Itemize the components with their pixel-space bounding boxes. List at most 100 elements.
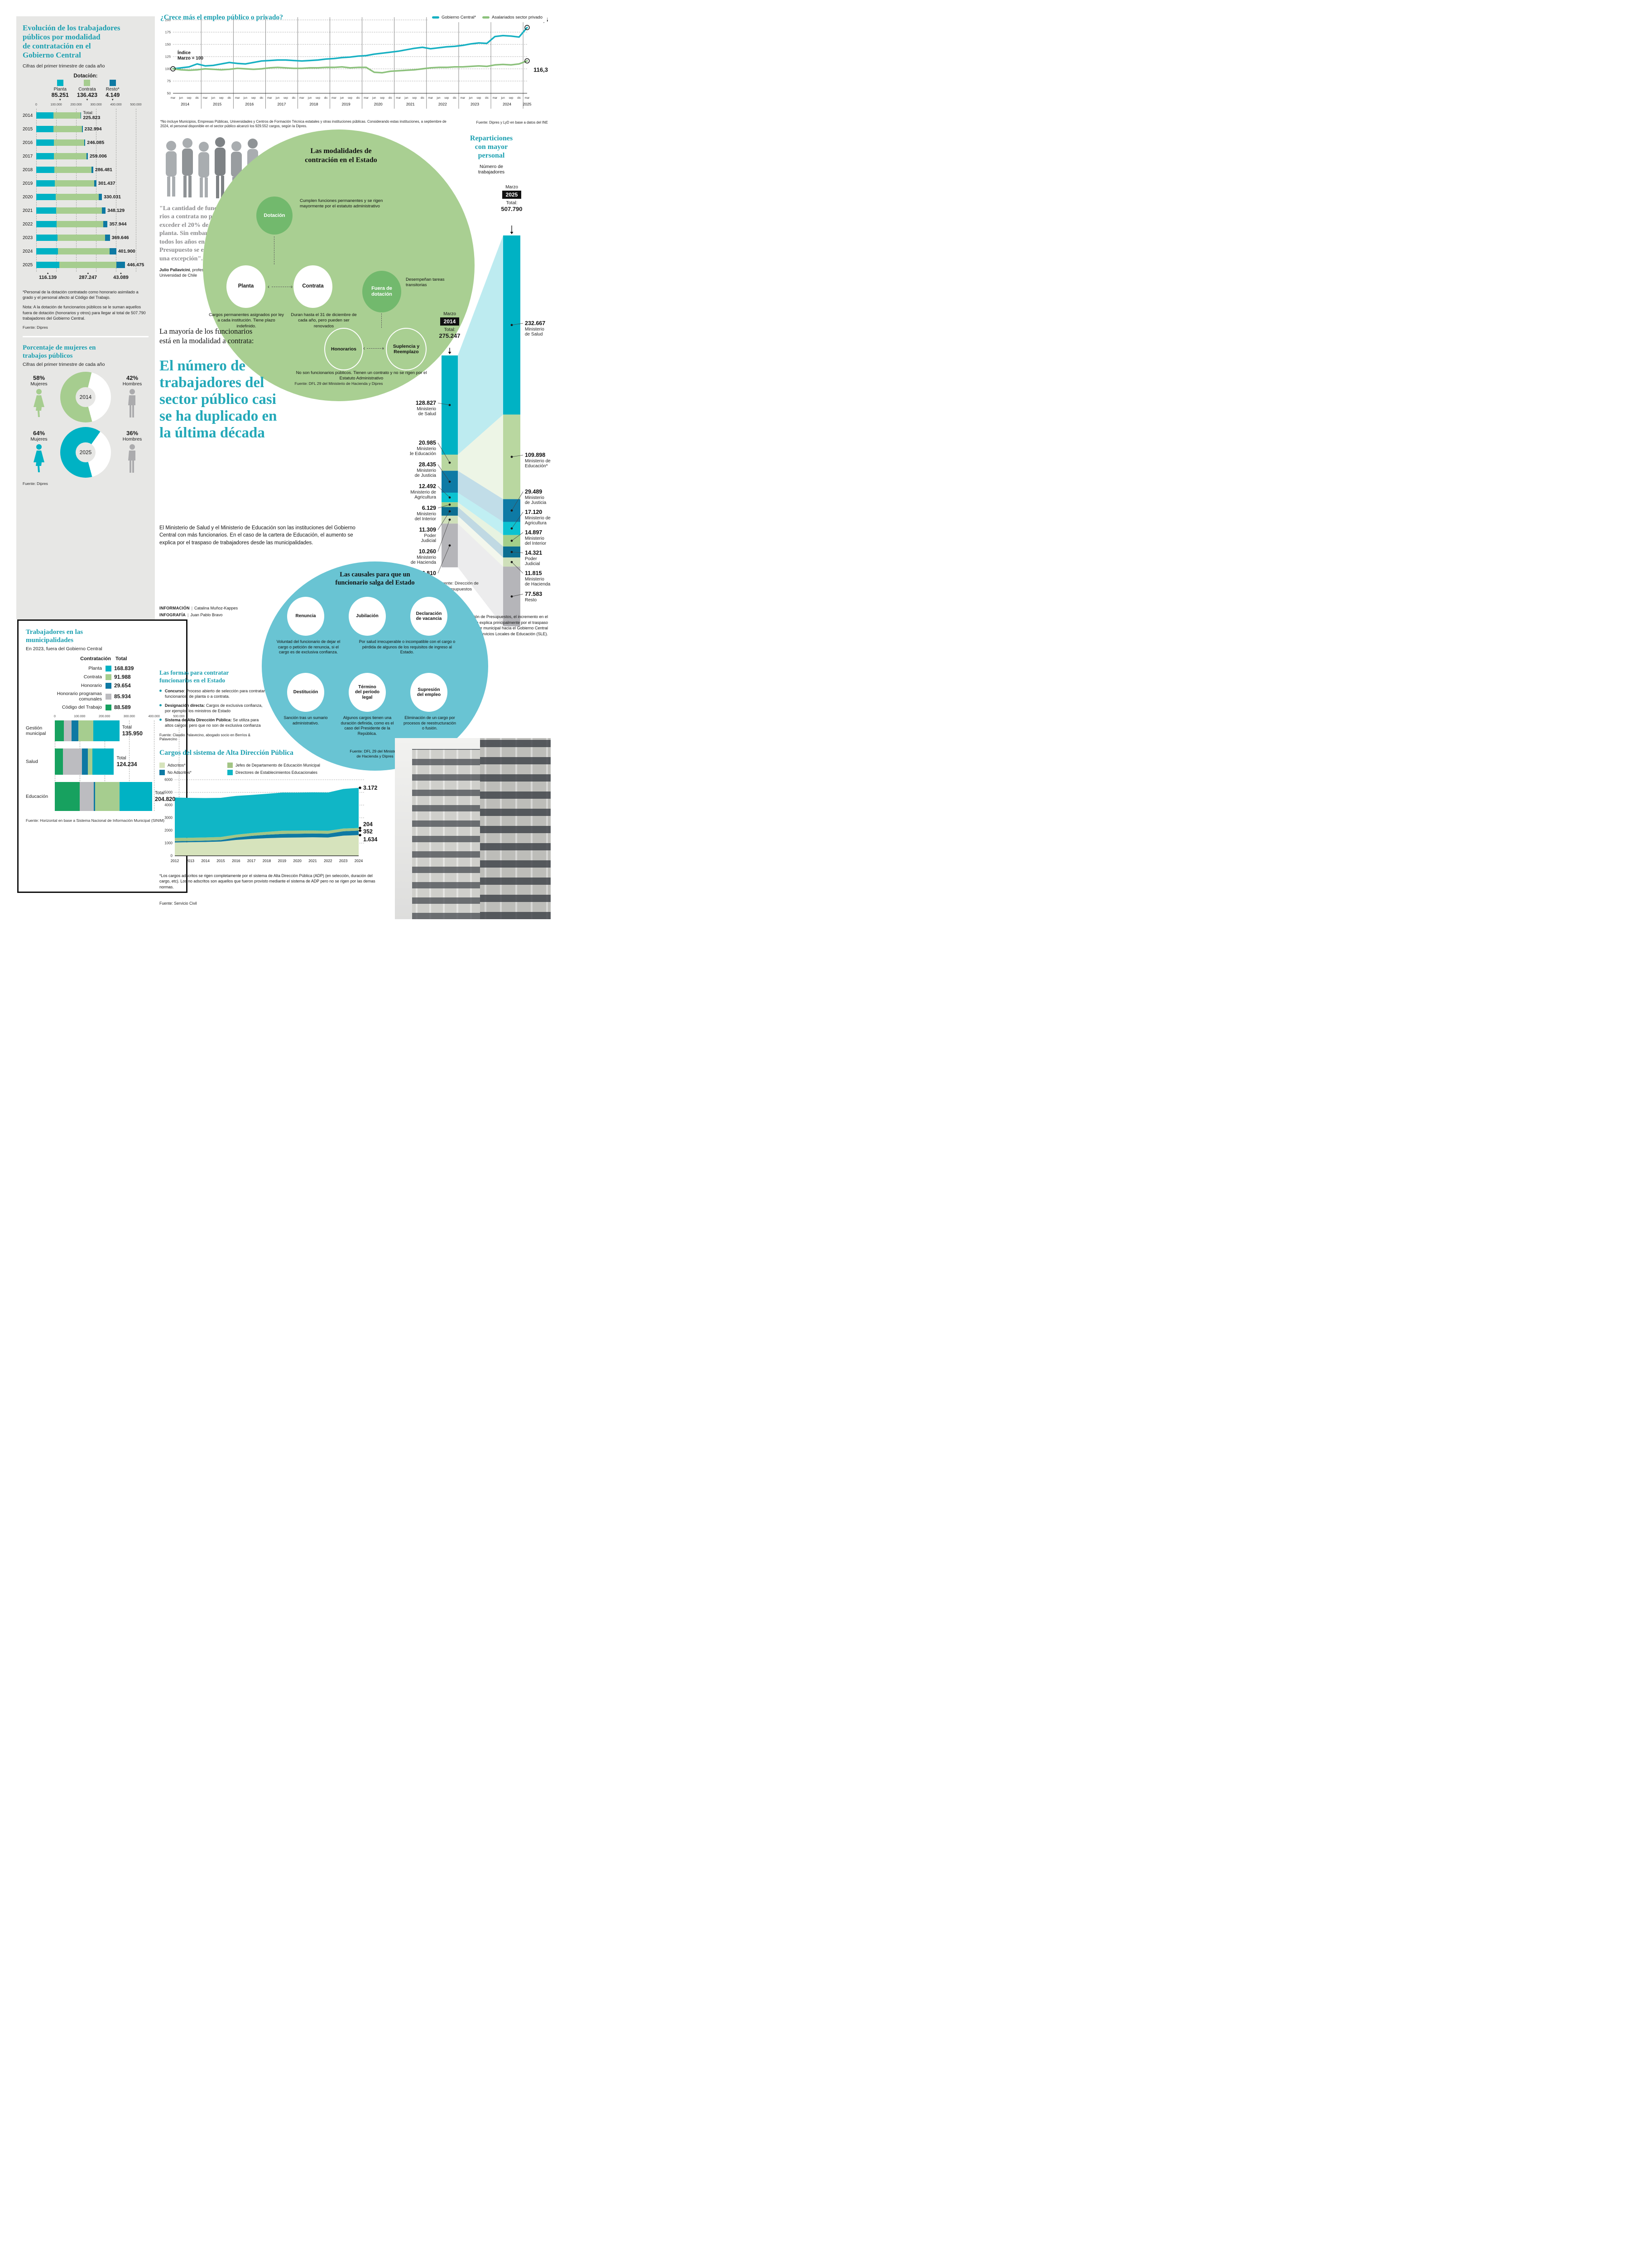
termino-circle: Término del período legal xyxy=(349,673,386,712)
svg-text:dic: dic xyxy=(260,96,264,100)
formas-bullet: Designación directa: Cargos de exclusiva… xyxy=(159,703,266,714)
employment-chart-panel: ¿Crece más el empleo público o privado? … xyxy=(159,13,550,134)
reparticiones-source: Fuente: Dirección de Presupuestos xyxy=(439,581,479,592)
legend-item-contrata: Contrata 136.423 ▼ xyxy=(77,80,97,101)
credits: INFORMACIÓN | Catalina Muñoz-Kappes INFOGR… xyxy=(159,606,341,619)
honorarios-circle: Honorarios xyxy=(324,328,363,370)
formas-list: Concurso: Proceso abierto de selección p… xyxy=(159,688,266,729)
planta-swatch xyxy=(57,80,63,86)
svg-text:2024: 2024 xyxy=(355,859,363,863)
svg-text:75: 75 xyxy=(167,79,171,83)
svg-text:2018: 2018 xyxy=(310,102,318,106)
men-2025: 36% Hombres xyxy=(116,430,149,475)
svg-text:Marzo = 100: Marzo = 100 xyxy=(178,56,203,61)
svg-text:dic: dic xyxy=(195,96,199,100)
svg-text:175: 175 xyxy=(165,30,171,34)
adp-area-chart: 0 1000 2000 3000 4000 5000 6000 2012 2013 2014 201… xyxy=(164,778,377,863)
planta-desc: Cargos permanentes asignados por ley a c… xyxy=(209,312,284,329)
svg-text:Judicial: Judicial xyxy=(421,538,436,543)
svg-text:mar: mar xyxy=(267,96,272,100)
svg-text:14.897: 14.897 xyxy=(525,529,542,536)
legend-jefes: Jefes de Departamento de Educación Munic… xyxy=(227,763,386,768)
municipal-table-row: Código del Trabajo 88.589 xyxy=(62,704,131,711)
svg-text:2021: 2021 xyxy=(308,859,317,863)
donut-2014-year: 2014 xyxy=(76,387,96,407)
gridline xyxy=(76,109,77,272)
municipal-table-row: Honorario programas comunales 85.934 xyxy=(57,691,131,702)
svg-text:jun: jun xyxy=(468,96,473,100)
adp-title: Cargos del sistema de Alta Dirección Púb… xyxy=(159,749,293,757)
lede-paragraph: El Ministerio de Salud y el Ministerio d… xyxy=(159,525,355,546)
svg-text:2014: 2014 xyxy=(201,859,210,863)
evolution-bar-2022: 2022 357.944 xyxy=(23,221,127,228)
svg-text:dic: dic xyxy=(227,96,231,100)
municipal-bar-1: Gestión municipal Total 135.950 xyxy=(26,720,179,742)
svg-text:Ministerio: Ministerio xyxy=(525,327,544,332)
infographic-page: Evolución de los trabajadores públicos p… xyxy=(0,0,551,922)
evolution-bar-2017: 2017 259.006 xyxy=(23,153,107,160)
legend-sector-privado: Asalariados sector privado xyxy=(482,15,543,20)
renuncia-desc: Voluntad del funcionario de dejar el car… xyxy=(276,639,341,655)
svg-text:2025: 2025 xyxy=(523,102,532,106)
employment-footnote: *No incluye Municipios, Empresas Pública… xyxy=(160,120,447,129)
legend-item-planta: Planta 85.251 ▼ xyxy=(52,80,69,101)
municipal-axis: 0 100.000 200.000 300.000 400.000 500.000 xyxy=(54,715,185,719)
svg-text:1.634: 1.634 xyxy=(363,836,377,843)
chevron-left-icon: ‹ xyxy=(268,283,269,290)
dashed-connector xyxy=(381,313,382,328)
municipal-table-row: Honorario 29.654 xyxy=(81,682,131,689)
year-badge-2025: 2025 xyxy=(502,191,522,199)
suplencia-circle: Suplencia y Reemplazo xyxy=(386,328,427,370)
svg-text:2019: 2019 xyxy=(278,859,287,863)
municipal-subtitle: En 2023, fuera del Gobierno Central xyxy=(26,646,102,652)
svg-text:mar: mar xyxy=(396,96,401,100)
municipal-bar-3: Educación Total 204.820 xyxy=(26,782,179,811)
svg-text:150: 150 xyxy=(165,43,171,47)
svg-text:dic: dic xyxy=(292,96,296,100)
svg-text:2020: 2020 xyxy=(293,859,302,863)
evolution-footnote1: *Personal de la dotación contratado como… xyxy=(23,290,139,300)
svg-text:mar: mar xyxy=(493,96,498,100)
svg-text:2021: 2021 xyxy=(406,102,415,106)
dotacion-circle: Dotación xyxy=(256,197,293,235)
svg-text:2022: 2022 xyxy=(324,859,332,863)
svg-text:sep: sep xyxy=(251,96,256,100)
svg-text:204: 204 xyxy=(363,821,373,828)
svg-text:Ministerio de: Ministerio de xyxy=(525,459,551,464)
evolution-axis: 0 100.000 200.000 300.000 400.000 500.000 xyxy=(35,103,142,107)
svg-text:del Interior: del Interior xyxy=(525,541,547,546)
svg-text:mar: mar xyxy=(428,96,433,100)
svg-text:Resto: Resto xyxy=(525,598,537,603)
evolution-bars: 2014 Total: 225.823 2015 232.994 2016 246.085 2… xyxy=(23,109,149,272)
svg-text:3.172: 3.172 xyxy=(363,785,377,791)
municipal-table: Planta 168.839 Contrata 91.988 Honorario 29.6… xyxy=(26,665,179,710)
dotacion-legend: Planta 85.251 ▼ Contrata 136.423 ▼ Resto… xyxy=(23,80,149,101)
svg-text:125: 125 xyxy=(165,55,171,59)
svg-text:77.583: 77.583 xyxy=(525,591,542,597)
svg-text:128.827: 128.827 xyxy=(416,400,436,406)
svg-text:2023: 2023 xyxy=(339,859,348,863)
svg-text:14.321: 14.321 xyxy=(525,550,542,556)
women-source: Fuente: Dipres xyxy=(23,481,48,486)
men-2025-label: Hombres xyxy=(122,436,142,442)
svg-text:sep: sep xyxy=(187,96,192,100)
svg-text:2023: 2023 xyxy=(471,102,479,106)
svg-text:100: 100 xyxy=(165,67,171,71)
women-2025-pct: 64% xyxy=(33,429,45,436)
evolution-bar-2014: 2014 Total: 225.823 xyxy=(23,110,101,120)
planta-label: Planta xyxy=(53,87,67,92)
svg-text:2024: 2024 xyxy=(503,102,511,106)
svg-text:Agricultura: Agricultura xyxy=(525,521,547,526)
modalidades-source: Fuente: DFL 29 del Ministerio de Haciend… xyxy=(294,381,383,386)
women-2025-label: Mujeres xyxy=(30,436,48,442)
woman-icon xyxy=(34,444,44,472)
svg-text:Poder: Poder xyxy=(424,533,436,538)
women-section: Porcentaje de mujeres en trabajos públic… xyxy=(23,344,149,486)
svg-text:dic: dic xyxy=(517,96,521,100)
legend-directores: Directores de Establecimientos Educacion… xyxy=(227,770,386,775)
resto-label: Resto* xyxy=(106,87,120,92)
municipal-bars: Gestión municipal Total 135.950 Salud Total 1… xyxy=(26,720,179,811)
svg-text:50: 50 xyxy=(167,91,171,96)
svg-text:2018: 2018 xyxy=(263,859,271,863)
termino-desc: Algunos cargos tienen una duración defin… xyxy=(341,715,394,736)
